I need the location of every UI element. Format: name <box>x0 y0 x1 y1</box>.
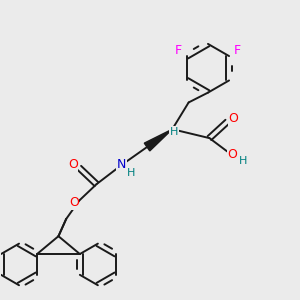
Text: H: H <box>238 156 247 166</box>
Text: O: O <box>228 148 238 161</box>
Text: H: H <box>127 168 135 178</box>
Text: N: N <box>117 158 127 171</box>
Text: O: O <box>69 196 79 209</box>
Text: F: F <box>175 44 182 57</box>
Text: O: O <box>68 158 78 171</box>
Polygon shape <box>144 129 172 151</box>
Text: F: F <box>234 44 241 57</box>
Text: O: O <box>228 112 238 125</box>
Text: H: H <box>169 127 178 136</box>
